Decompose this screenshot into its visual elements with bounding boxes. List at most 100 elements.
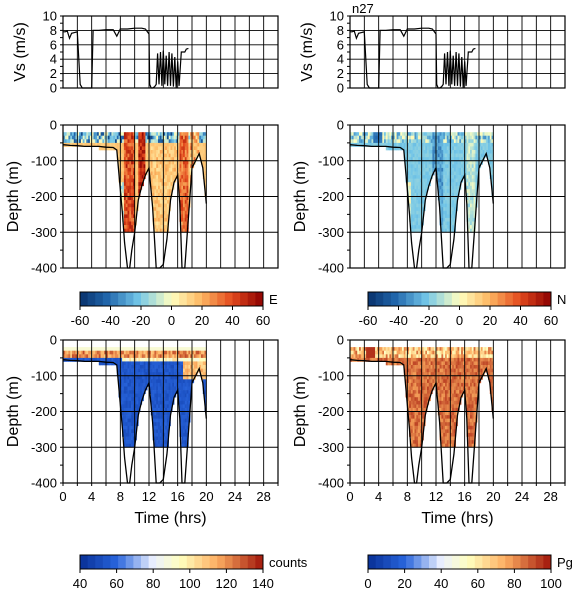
panel-bottom-left: 0 -100 -200 -300 -400 Depth (m) 0 4 8 12 16 20 24 28 T… [5, 333, 279, 527]
colorbar-tick-label: 40 [513, 313, 527, 328]
x-tick-label: 8 [117, 489, 124, 504]
colorbar-tick-label: -40 [101, 313, 120, 328]
y-axis-label: Vs (m/s) [299, 22, 316, 82]
x-tick-label: 16 [457, 489, 471, 504]
y-tick-label: -400 [31, 476, 57, 491]
y-tick-label: -300 [31, 225, 57, 240]
x-tick-label: 12 [429, 489, 443, 504]
y-axis-label: Depth (m) [5, 376, 22, 447]
plot-frame [62, 339, 279, 484]
colorbar-tick-label: -40 [389, 313, 408, 328]
colorbar-tick-label: 40 [434, 576, 448, 591]
x-tick-label: 28 [543, 489, 557, 504]
x-axis-label: Time (hrs) [421, 510, 493, 527]
colorbar-tick-label: 60 [471, 576, 485, 591]
colorbar-tick-label: 40 [225, 313, 239, 328]
colorbar-frame [79, 554, 264, 570]
colorbar-label: Pg [557, 555, 573, 570]
heatmap-cells [350, 347, 494, 448]
colorbar-tick-label: 120 [216, 576, 238, 591]
y-tick-label: 4 [50, 52, 57, 67]
y-tick-label: -100 [318, 368, 344, 383]
x-tick-label: 8 [404, 489, 411, 504]
y-tick-label: 0 [50, 118, 57, 133]
colorbar-tick-label: 0 [456, 313, 463, 328]
y-tick-label: 0 [50, 81, 57, 96]
plot-frame [62, 15, 279, 89]
x-tick-label: 16 [170, 489, 184, 504]
heatmap-cells [350, 132, 494, 233]
colorbar-tick-label: 60 [256, 313, 270, 328]
plot-frame [349, 124, 566, 269]
y-tick-label: 8 [50, 23, 57, 38]
y-tick-label: 0 [50, 333, 57, 348]
colorbar-tick-label: 80 [507, 576, 521, 591]
x-tick-label: 20 [486, 489, 500, 504]
colorbar-tick-label: 140 [252, 576, 274, 591]
y-tick-label: 8 [337, 23, 344, 38]
bottom-depth-line [62, 359, 207, 484]
colorbar-E: -60 -40 -20 0 20 40 60 E [71, 291, 278, 328]
x-tick-label: 0 [59, 489, 66, 504]
x-tick-label: 0 [346, 489, 353, 504]
colorbar-tick-label: 60 [109, 576, 123, 591]
speed-series-line [350, 27, 476, 89]
colorbar-tick-label: 0 [364, 576, 371, 591]
y-axis-label: Depth (m) [292, 161, 309, 232]
colorbar-tick-label: 80 [146, 576, 160, 591]
y-tick-label: 6 [50, 37, 57, 52]
x-tick-label: 20 [199, 489, 213, 504]
y-tick-label: 6 [337, 37, 344, 52]
heatmap-cells [63, 347, 207, 448]
y-tick-label: -100 [31, 368, 57, 383]
y-axis-label: Depth (m) [5, 161, 22, 232]
x-tick-label: 12 [142, 489, 156, 504]
colorbar-tick-label: 100 [179, 576, 201, 591]
y-axis-label: Depth (m) [292, 376, 309, 447]
speed-series-line [63, 27, 189, 89]
x-tick-label: 28 [256, 489, 270, 504]
plot-frame [349, 15, 566, 89]
y-tick-label: -200 [318, 404, 344, 419]
y-tick-label: -300 [318, 225, 344, 240]
y-tick-label: 10 [43, 9, 57, 24]
colorbar-frame [367, 554, 552, 570]
x-tick-label: 4 [88, 489, 95, 504]
bottom-depth-line [349, 359, 494, 484]
y-tick-label: -100 [318, 153, 344, 168]
colorbar-tick-label: 20 [397, 576, 411, 591]
colorbar-tick-label: -20 [420, 313, 439, 328]
x-tick-label: 24 [228, 489, 242, 504]
y-tick-label: -300 [31, 440, 57, 455]
colorbar-tick-label: -20 [132, 313, 151, 328]
panel-bottom-right: 0 -100 -200 -300 -400 Depth (m) 0 4 8 12 16 20 24 28 T… [292, 333, 566, 527]
colorbar-N: -60 -40 -20 0 20 40 60 N [359, 291, 566, 328]
x-tick-label: 24 [515, 489, 529, 504]
x-tick-label: 4 [375, 489, 382, 504]
bottom-depth-line [349, 144, 494, 269]
y-tick-label: -400 [318, 476, 344, 491]
colorbar-tick-label: 20 [483, 313, 497, 328]
colorbar-counts: 40 60 80 100 120 140 counts [73, 554, 308, 591]
colorbar-tick-label: 60 [544, 313, 558, 328]
colorbar-tick-label: -60 [359, 313, 378, 328]
plot-frame [62, 124, 279, 269]
y-tick-label: 0 [337, 81, 344, 96]
y-axis-label: Vs (m/s) [12, 22, 29, 82]
colorbar-label: counts [269, 555, 308, 570]
y-tick-label: 10 [330, 9, 344, 24]
bottom-depth-line [62, 144, 207, 269]
figure-label: n27 [352, 1, 374, 16]
colorbar-label: E [269, 292, 278, 307]
y-tick-label: 4 [337, 52, 344, 67]
colorbar-tick-label: -60 [71, 313, 90, 328]
panel-mid-left: 0 -100 -200 -300 -400 Depth (m) [5, 118, 279, 276]
x-axis-label: Time (hrs) [134, 510, 206, 527]
y-tick-label: -200 [31, 189, 57, 204]
colorbar-Pg: 0 20 40 60 80 100 Pg [364, 554, 573, 591]
colorbar-tick-label: 0 [168, 313, 175, 328]
plot-frame [349, 339, 566, 484]
